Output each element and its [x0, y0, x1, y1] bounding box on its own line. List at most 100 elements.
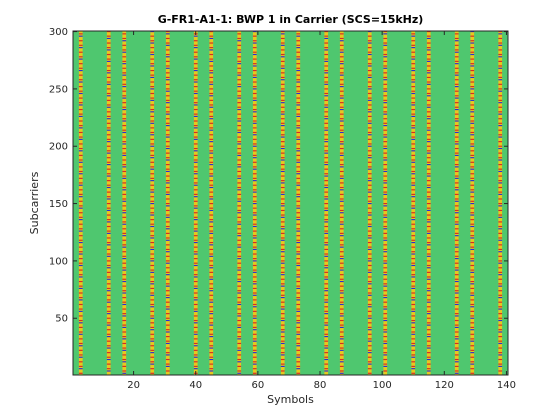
signal-cell [470, 345, 475, 347]
signal-cell [498, 209, 503, 212]
signal-cell [339, 40, 344, 42]
x-tick-label: 40 [189, 380, 202, 391]
signal-cell [470, 65, 475, 67]
x-tick-label: 20 [127, 380, 140, 391]
signal-cell [411, 299, 416, 301]
signal-cell [339, 239, 344, 241]
signal-cell [106, 214, 111, 216]
signal-cell [106, 225, 111, 228]
signal-cell [339, 365, 344, 367]
signal-cell [454, 278, 459, 280]
signal-cell [237, 246, 242, 248]
signal-cell [193, 115, 198, 117]
signal-cell [165, 170, 170, 173]
signal-cell [165, 180, 170, 182]
signal-cell [237, 120, 242, 122]
signal-cell [193, 97, 198, 99]
signal-cell [411, 69, 416, 72]
signal-cell [122, 44, 127, 46]
signal-cell [165, 193, 170, 195]
signal-cell [339, 338, 344, 340]
signal-cell [209, 31, 214, 33]
signal-cell [165, 274, 170, 276]
signal-cell [470, 246, 475, 248]
signal-cell [209, 95, 214, 97]
signal-cell [252, 253, 257, 255]
signal-cell [150, 223, 155, 225]
signal-cell [237, 90, 242, 92]
signal-cell [498, 60, 503, 62]
signal-cell [367, 333, 372, 335]
signal-cell [237, 193, 242, 195]
signal-cell [454, 108, 459, 111]
signal-cell [383, 214, 388, 216]
signal-cell [237, 358, 242, 361]
signal-cell [193, 161, 198, 163]
signal-cell [296, 322, 301, 324]
signal-cell [237, 198, 242, 200]
signal-cell [193, 104, 198, 106]
signal-cell [209, 175, 214, 177]
signal-cell [470, 92, 475, 95]
signal-cell [209, 81, 214, 83]
signal-cell [498, 274, 503, 276]
signal-cell [106, 313, 111, 315]
signal-cell [339, 67, 344, 69]
signal-cell [193, 200, 198, 202]
signal-cell [165, 354, 170, 356]
signal-cell [150, 248, 155, 251]
signal-cell [470, 143, 475, 145]
signal-cell [470, 260, 475, 262]
signal-cell [426, 152, 431, 154]
signal-cell [339, 246, 344, 248]
signal-cell [122, 141, 127, 143]
signal-cell [470, 214, 475, 216]
signal-cell [252, 214, 257, 216]
signal-cell [367, 241, 372, 244]
signal-cell [150, 154, 155, 156]
signal-cell [106, 271, 111, 273]
signal-cell [367, 108, 372, 111]
signal-cell [209, 122, 214, 124]
signal-cell [150, 173, 155, 175]
signal-cell [193, 92, 198, 95]
signal-cell [426, 134, 431, 136]
signal-cell [252, 356, 257, 358]
signal-cell [78, 154, 83, 156]
signal-cell [454, 51, 459, 53]
signal-cell [454, 361, 459, 363]
signal-cell [296, 207, 301, 209]
signal-cell [280, 248, 285, 251]
signal-cell [237, 292, 242, 294]
signal-cell [193, 44, 198, 46]
signal-cell [209, 241, 214, 244]
signal-cell [498, 221, 503, 223]
signal-cell [165, 102, 170, 104]
signal-cell [498, 352, 503, 354]
signal-cell [280, 342, 285, 345]
signal-cell [383, 102, 388, 104]
signal-cell [106, 157, 111, 159]
signal-cell [383, 106, 388, 108]
signal-cell [280, 175, 285, 177]
signal-cell [426, 42, 431, 44]
signal-cell [339, 232, 344, 234]
signal-cell [296, 235, 301, 237]
signal-cell [454, 102, 459, 104]
signal-cell [237, 147, 242, 150]
signal-cell [367, 81, 372, 83]
signal-cell [209, 358, 214, 361]
signal-cell [237, 72, 242, 74]
signal-cell [237, 108, 242, 111]
signal-cell [367, 47, 372, 49]
signal-cell [296, 147, 301, 150]
signal-cell [150, 157, 155, 159]
signal-cell [193, 47, 198, 49]
signal-cell [454, 49, 459, 51]
signal-cell [426, 129, 431, 131]
signal-cell [339, 342, 344, 345]
signal-cell [470, 120, 475, 122]
signal-cell [280, 244, 285, 246]
signal-cell [383, 294, 388, 296]
signal-cell [150, 97, 155, 99]
